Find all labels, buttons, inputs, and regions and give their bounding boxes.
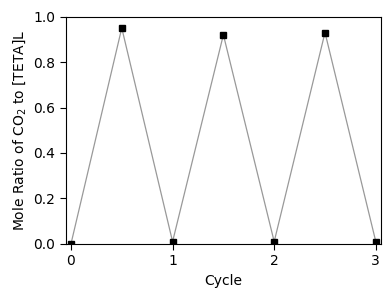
Y-axis label: Mole Ratio of CO$_2$ to [TETA]L: Mole Ratio of CO$_2$ to [TETA]L bbox=[11, 30, 28, 231]
X-axis label: Cycle: Cycle bbox=[204, 274, 242, 288]
